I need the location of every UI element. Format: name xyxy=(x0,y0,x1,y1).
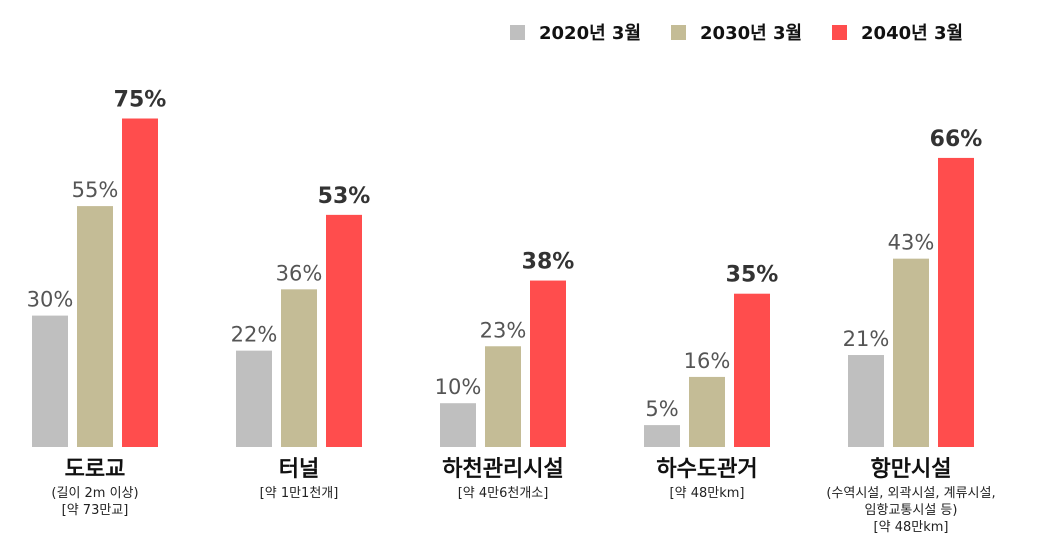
legend-item-2020: 2020년 3월 xyxy=(510,19,641,45)
category-name: 항만시설 xyxy=(870,457,952,482)
data-label-3-3: 38% xyxy=(522,250,575,275)
category-4: 하수도관거 [약 48만km] xyxy=(597,455,817,502)
category-note: [약 4만6천개소] xyxy=(457,486,549,501)
bar-4-2 xyxy=(689,376,725,447)
data-label-1-3: 75% xyxy=(114,88,167,113)
data-label-2-1: 22% xyxy=(231,323,278,347)
legend-swatch-2020 xyxy=(510,24,525,40)
bar-4-1 xyxy=(644,425,680,447)
bar-1-1 xyxy=(32,315,68,447)
bar-2-3 xyxy=(326,214,362,447)
bar-2-1 xyxy=(236,350,272,447)
chart-legend: 2020년 3월 2030년 3월 2040년 3월 xyxy=(510,18,963,46)
legend-label-2020: 2020년 3월 xyxy=(539,23,642,44)
data-label-4-3: 35% xyxy=(726,263,779,288)
category-note: [약 48만km] xyxy=(873,520,949,535)
legend-swatch-2040 xyxy=(832,24,848,40)
category-note: (길이 2m 이상) xyxy=(51,486,139,501)
bar-1-3 xyxy=(122,118,158,447)
bar-2-2 xyxy=(281,289,317,447)
legend-swatch-2030 xyxy=(671,24,687,40)
bar-5-1 xyxy=(848,355,884,447)
data-label-5-3: 66% xyxy=(930,127,983,152)
data-label-4-1: 5% xyxy=(645,397,678,421)
data-label-3-2: 23% xyxy=(480,318,527,342)
data-label-2-2: 36% xyxy=(276,261,323,285)
data-label-1-2: 55% xyxy=(72,178,119,202)
legend-label-2040: 2040년 3월 xyxy=(861,23,964,44)
bar-3-1 xyxy=(440,403,476,447)
category-1: 도로교 (길이 2m 이상) [약 73만교] xyxy=(0,455,205,519)
category-name: 하천관리시설 xyxy=(442,457,564,482)
category-note: [약 48만km] xyxy=(669,486,745,501)
category-2: 터널 [약 1만1천개] xyxy=(189,455,409,502)
bar-5-3 xyxy=(938,157,974,448)
category-3: 하천관리시설 [약 4만6천개소] xyxy=(393,455,613,502)
bar-1-2 xyxy=(77,206,113,447)
data-label-1-1: 30% xyxy=(27,288,74,312)
bar-5-2 xyxy=(893,258,929,447)
data-label-5-1: 21% xyxy=(843,327,890,351)
bar-4-3 xyxy=(734,293,770,447)
bar-3-3 xyxy=(530,280,566,447)
category-name: 하수도관거 xyxy=(656,457,758,482)
legend-item-2030: 2030년 3월 xyxy=(671,19,802,45)
bar-3-2 xyxy=(485,346,521,447)
legend-item-2040: 2040년 3월 xyxy=(832,19,963,45)
data-label-5-2: 43% xyxy=(888,231,935,255)
category-name: 터널 xyxy=(278,457,320,482)
category-name: 도로교 xyxy=(64,457,126,482)
category-5: 항만시설 (수역시설, 외곽시설, 계류시설, 임항교통시설 등) [약 48만km] xyxy=(801,455,1021,536)
data-label-4-2: 16% xyxy=(684,349,731,373)
data-label-2-3: 53% xyxy=(318,184,371,209)
category-note: (수역시설, 외곽시설, 계류시설, xyxy=(826,486,996,501)
category-note: [약 73만교] xyxy=(61,503,129,518)
category-note: 임항교통시설 등) xyxy=(864,503,958,518)
data-label-3-1: 10% xyxy=(435,375,482,399)
category-note: [약 1만1천개] xyxy=(259,486,339,501)
legend-label-2030: 2030년 3월 xyxy=(700,23,803,44)
